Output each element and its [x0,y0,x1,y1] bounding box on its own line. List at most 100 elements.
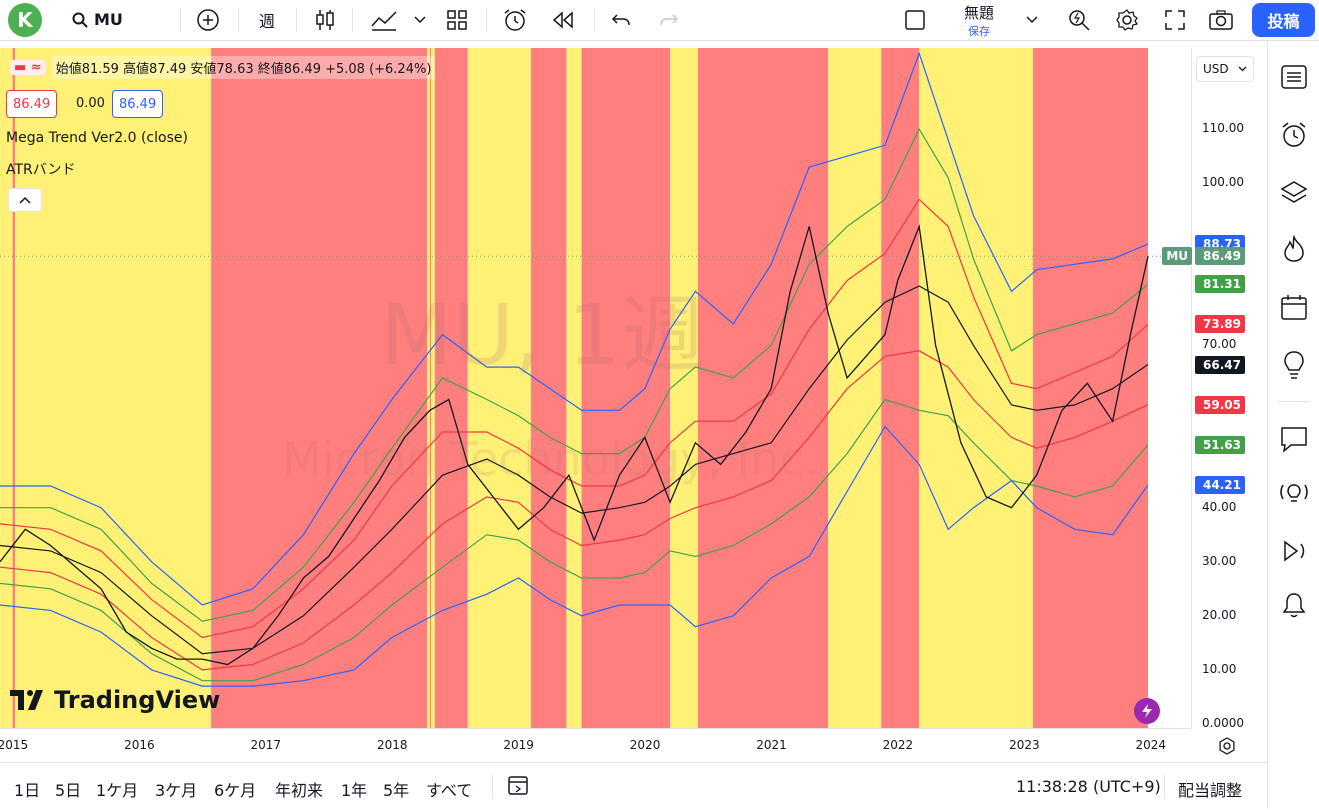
trend-region-yellow [467,48,532,728]
trend-region-yellow [15,48,212,728]
replay-panel-button[interactable] [1268,531,1319,571]
dividend-adjust-toggle[interactable]: 配当調整 [1178,781,1243,800]
range-6m[interactable]: 6ケ月 [214,781,257,800]
trend-region-red [12,48,16,728]
chats-button[interactable] [1268,419,1319,459]
indicator-mega-trend[interactable]: Mega Trend Ver2.0 (close) [6,130,188,146]
trend-region-red [429,48,432,728]
add-symbol-button[interactable] [192,0,224,40]
chart-type-button[interactable] [310,0,340,40]
range-all[interactable]: すべて [426,781,473,800]
tradingview-logo-icon [10,690,43,710]
layout-dropdown[interactable] [1022,0,1042,40]
object-tree-button[interactable] [1268,173,1319,213]
currency-select[interactable]: USD [1196,56,1254,82]
undo-button[interactable] [606,0,636,40]
range-1y[interactable]: 1年 [341,781,368,800]
hotlists-button[interactable] [1268,229,1319,269]
redo-button[interactable] [654,0,684,40]
price-tag: 73.89 [1195,315,1245,334]
fullscreen-icon [1165,10,1185,30]
price-tick-label: 70.00 [1202,337,1237,352]
indicators-dropdown[interactable] [410,0,430,40]
go-to-date-button[interactable] [506,773,530,801]
play-signal-icon [1284,540,1305,562]
chat-icon [1281,427,1307,453]
trend-region-red [581,48,671,728]
indicators-button[interactable] [366,0,402,40]
chevron-down-icon [1238,66,1247,72]
trend-region-yellow [670,48,698,728]
divider [1164,775,1165,799]
range-5y[interactable]: 5年 [383,781,410,800]
divider [180,8,181,32]
price-tag: 51.63 [1195,435,1245,454]
price-tick-label: 110.00 [1202,121,1244,136]
price-axis[interactable]: 110.00 100.00 70.00 40.00 30.00 20.00 10.00 0.0… [1162,48,1262,730]
spread-value: 0.00 [76,95,105,111]
watchlist-button[interactable] [1268,57,1319,97]
replay-button[interactable] [546,0,580,40]
gear-icon [1116,9,1139,31]
fullscreen-button[interactable] [1160,0,1190,40]
trend-region-red [881,48,920,728]
lightning-icon [1142,704,1152,718]
trend-region-yellow [431,48,435,728]
divider [352,8,353,32]
layout-name[interactable]: 無題 保存 [957,2,1001,39]
top-toolbar: K MU 週 無題 保存 [0,0,1319,41]
trend-region-yellow [566,48,582,728]
range-ytd[interactable]: 年初来 [275,781,324,800]
trend-region-yellow [828,48,882,728]
indicator-atr-band[interactable]: ATRバンド [6,162,76,178]
streams-button[interactable] [1268,475,1319,515]
user-avatar[interactable]: K [8,3,42,37]
square-icon [905,10,925,30]
snapshot-button[interactable] [1206,0,1236,40]
trend-region-yellow [0,48,13,728]
layout-button[interactable] [440,0,474,40]
flash-button[interactable] [1134,698,1160,724]
legend-toggle-icon[interactable]: ▬ ≈ [10,60,46,75]
time-tick-label: 2021 [756,738,787,752]
time-tick-label: 2020 [629,738,661,752]
range-1m[interactable]: 1ケ月 [96,781,139,800]
axis-settings-button[interactable] [1215,735,1239,757]
post-button[interactable]: 投稿 [1252,3,1315,37]
price-tag-symbol: MU [1162,247,1192,266]
ideas-button[interactable] [1268,345,1319,385]
symbol-search[interactable]: MU [72,10,123,29]
divider [486,8,487,32]
range-3m[interactable]: 3ケ月 [155,781,198,800]
alert-button[interactable] [498,0,532,40]
layout-toggle-button[interactable] [900,0,930,40]
search-icon [72,12,88,28]
time-tick-label: 2022 [882,738,914,752]
time-axis[interactable]: 2015 2016 2017 2018 2019 2020 2021 2022 2023 2024 [0,728,1191,763]
range-5d[interactable]: 5日 [55,781,82,800]
band-line-4 [0,350,1149,671]
calendar-button[interactable] [1268,287,1319,327]
interval-button[interactable]: 週 [258,12,275,31]
range-1d[interactable]: 1日 [14,781,41,800]
redo-icon [660,14,679,26]
quick-search-button[interactable] [1064,0,1094,40]
trend-region-yellow [427,48,430,728]
collapse-legend-button[interactable] [8,188,42,212]
chevron-up-icon [19,196,31,204]
plus-circle-icon [197,9,219,31]
tradingview-logo[interactable]: TradingView [10,686,220,714]
divider [1278,401,1310,402]
buy-price-box[interactable]: 86.49 [112,90,164,118]
price-chart[interactable] [0,48,1191,728]
settings-button[interactable] [1112,0,1142,40]
trend-region-red [697,48,829,728]
symbol-label: MU [94,10,123,29]
notifications-button[interactable] [1268,585,1319,625]
clock[interactable]: 11:38:28 (UTC+9) [1016,777,1161,796]
sell-price-box[interactable]: 86.49 [6,90,58,118]
grid-layout-icon [447,10,467,30]
price-tick-label: 0.0000 [1202,716,1244,730]
alerts-button[interactable] [1268,115,1319,155]
chart-pane[interactable] [0,48,1191,728]
